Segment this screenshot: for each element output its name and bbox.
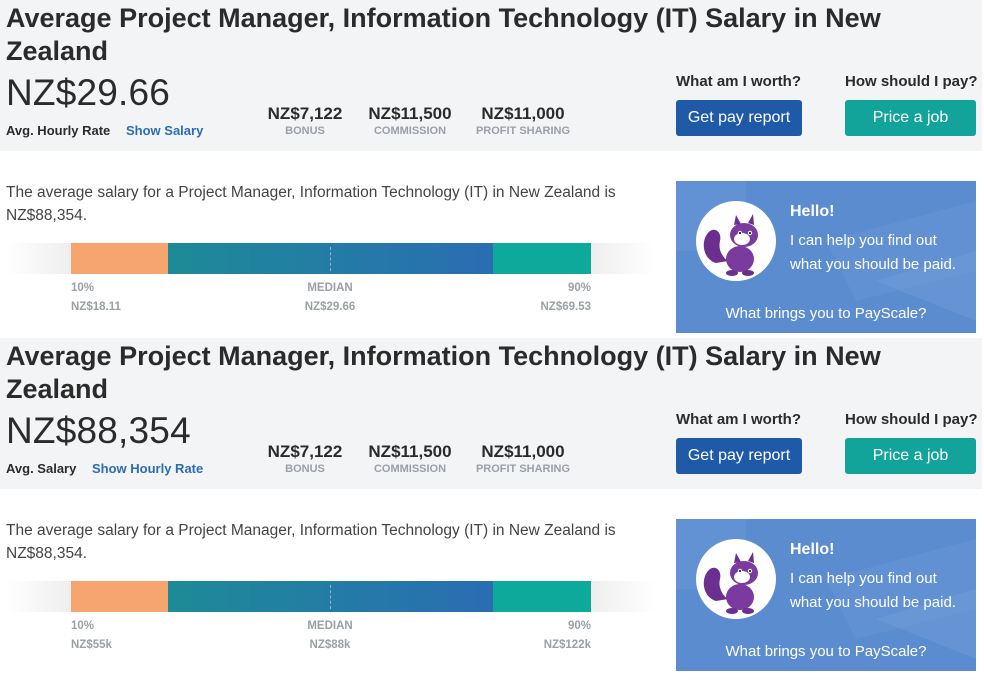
payscale-promo[interactable]: Hello! I can help you find out what you … xyxy=(676,181,976,333)
median-value: NZ$29.66 xyxy=(304,301,356,313)
price-a-job-button[interactable]: Price a job xyxy=(845,438,976,474)
page-title: Average Project Manager, Information Tec… xyxy=(6,3,881,66)
p10-value: NZ$18.11 xyxy=(71,301,121,313)
stat-value: NZ$11,500 xyxy=(368,442,452,461)
range-bar-fade-left xyxy=(6,581,71,612)
p90-value: NZ$122k xyxy=(543,639,591,651)
price-a-job-button[interactable]: Price a job xyxy=(845,100,976,136)
stat-bonus: NZ$7,122 BONUS xyxy=(262,104,348,138)
promo-greeting: Hello! xyxy=(790,203,835,220)
range-bar-fade-right xyxy=(591,243,655,274)
get-pay-report-button[interactable]: Get pay report xyxy=(676,100,802,136)
stat-label: COMMISSION xyxy=(373,463,447,475)
salary-section-hourly: Average Project Manager, Information Tec… xyxy=(0,0,984,338)
promo-cta-link[interactable]: What brings you to PayScale? xyxy=(725,643,927,660)
p10-label: 10% xyxy=(71,282,95,294)
promo-greeting: Hello! xyxy=(790,541,835,558)
average-amount: NZ$88,354 xyxy=(6,410,191,451)
range-bar-fade-right xyxy=(591,581,655,612)
salary-description: The average salary for a Project Manager… xyxy=(6,522,616,562)
stat-value: NZ$7,122 xyxy=(267,104,343,123)
squirrel-mascot-icon xyxy=(696,539,776,619)
rate-label: Avg. Hourly Rate xyxy=(6,123,111,138)
rate-label: Avg. Salary xyxy=(6,461,77,476)
average-amount: NZ$29.66 xyxy=(6,72,171,113)
median-marker xyxy=(330,585,331,609)
p90-label: 90% xyxy=(567,282,591,294)
range-bar-fade-left xyxy=(6,243,71,274)
get-pay-report-button[interactable]: Get pay report xyxy=(676,438,802,474)
stat-profit-sharing: NZ$11,000 PROFIT SHARING xyxy=(472,104,574,138)
show-salary-link[interactable]: Show Salary xyxy=(126,123,204,138)
worth-question: What am I worth? xyxy=(676,73,801,90)
median-value: NZ$88k xyxy=(309,639,351,651)
squirrel-mascot-icon xyxy=(696,201,776,281)
p90-label: 90% xyxy=(567,620,591,632)
salary-header: Average Project Manager, Information Tec… xyxy=(0,338,982,489)
worth-question: What am I worth? xyxy=(676,411,801,428)
range-bar-p10 xyxy=(71,581,168,612)
stat-value: NZ$11,000 xyxy=(481,442,565,461)
stat-value: NZ$11,500 xyxy=(368,104,452,123)
stat-value: NZ$7,122 xyxy=(267,442,343,461)
page-title: Average Project Manager, Information Tec… xyxy=(6,341,881,404)
show-hourly-rate-link[interactable]: Show Hourly Rate xyxy=(92,461,204,476)
stat-profit-sharing: NZ$11,000 PROFIT SHARING xyxy=(472,442,574,476)
stat-label: PROFIT SHARING xyxy=(475,463,571,475)
salary-header: Average Project Manager, Information Tec… xyxy=(0,0,982,151)
stat-label: COMMISSION xyxy=(373,125,447,137)
stat-commission: NZ$11,500 COMMISSION xyxy=(362,104,458,138)
stat-label: BONUS xyxy=(285,463,325,475)
range-bar-p10 xyxy=(71,243,168,274)
promo-message: I can help you find out what you should … xyxy=(790,232,956,273)
stat-value: NZ$11,000 xyxy=(481,104,565,123)
pay-question: How should I pay? xyxy=(845,73,978,90)
stat-label: BONUS xyxy=(285,125,325,137)
range-bar-p90 xyxy=(493,581,591,612)
stat-bonus: NZ$7,122 BONUS xyxy=(262,442,348,476)
payscale-promo[interactable]: Hello! I can help you find out what you … xyxy=(676,519,976,671)
salary-section-annual: Average Project Manager, Information Tec… xyxy=(0,338,984,676)
promo-message: I can help you find out what you should … xyxy=(790,570,956,611)
p90-value: NZ$69.53 xyxy=(540,301,591,313)
range-bar-p90 xyxy=(493,243,591,274)
p10-value: NZ$55k xyxy=(71,639,112,651)
pay-question: How should I pay? xyxy=(845,411,978,428)
stat-commission: NZ$11,500 COMMISSION xyxy=(362,442,458,476)
median-label: MEDIAN xyxy=(307,282,353,294)
salary-description: The average salary for a Project Manager… xyxy=(6,184,616,224)
median-marker xyxy=(330,247,331,271)
median-label: MEDIAN xyxy=(307,620,353,632)
stat-label: PROFIT SHARING xyxy=(475,125,571,137)
p10-label: 10% xyxy=(71,620,95,632)
promo-cta-link[interactable]: What brings you to PayScale? xyxy=(725,305,927,322)
